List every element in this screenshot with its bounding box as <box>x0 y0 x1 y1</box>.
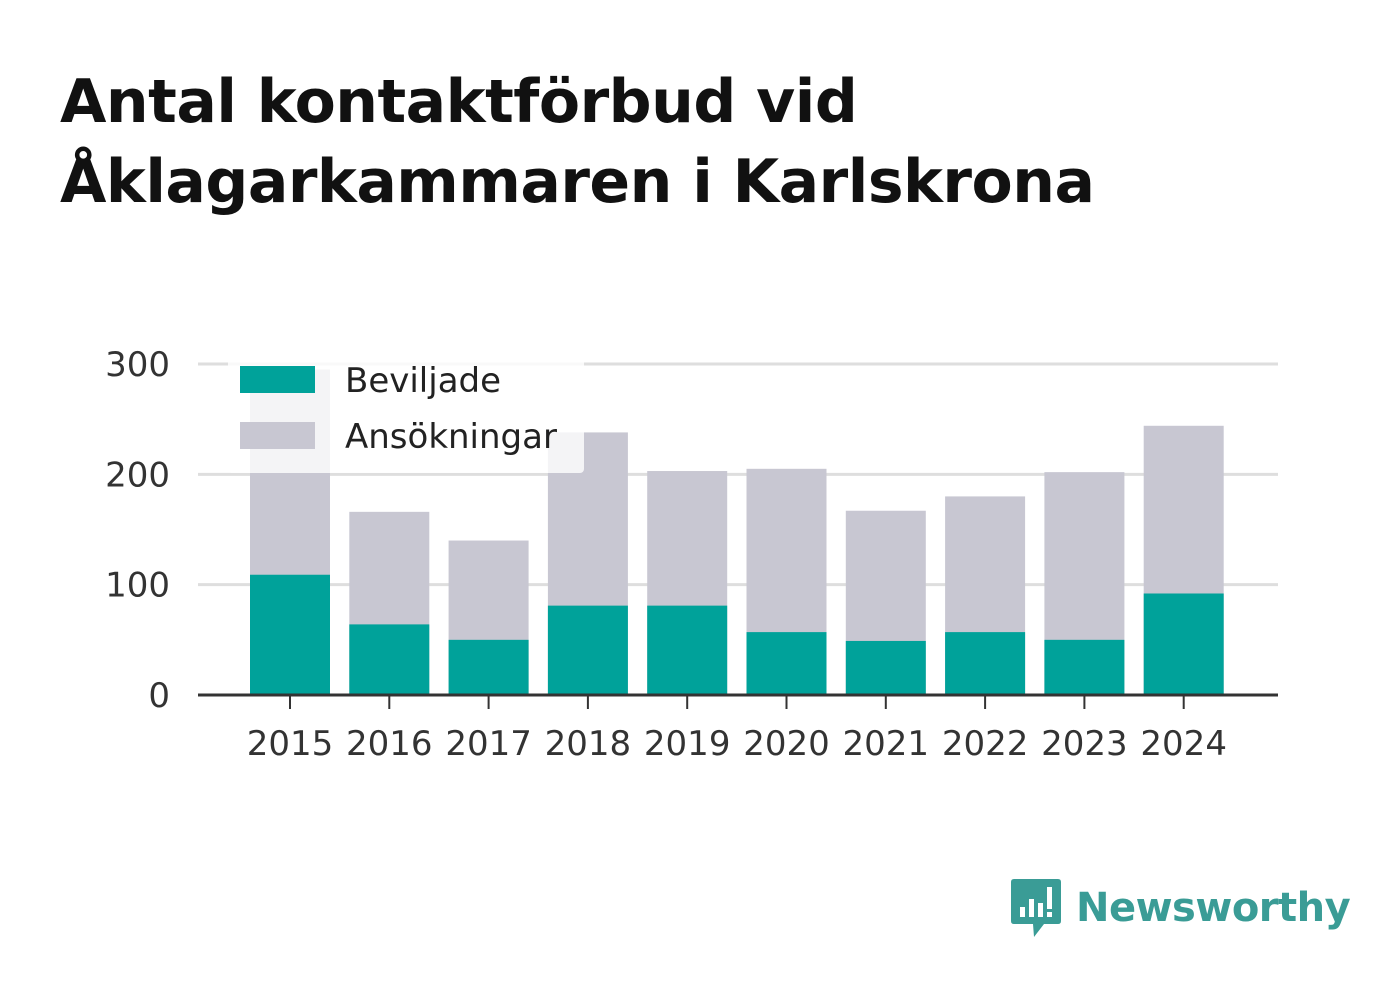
x-tick-label: 2018 <box>545 724 632 764</box>
legend-label-beviljade: Beviljade <box>345 361 501 401</box>
bar-beviljade-2019 <box>647 605 728 695</box>
y-tick-label: 200 <box>105 455 170 495</box>
brand-name: Newsworthy <box>1076 885 1351 931</box>
x-tick-label: 2020 <box>743 724 830 764</box>
legend-box <box>228 353 584 473</box>
x-tick-label: 2021 <box>843 724 930 764</box>
x-tick-label: 2019 <box>644 724 731 764</box>
bar-beviljade-2021 <box>845 640 926 695</box>
x-tick-label: 2024 <box>1140 724 1227 764</box>
bar-beviljade-2022 <box>945 632 1026 695</box>
bar-beviljade-2015 <box>250 574 330 695</box>
legend-swatch-ansökningar <box>240 422 315 449</box>
bar-beviljade-2024 <box>1143 593 1224 695</box>
legend-swatch-beviljade <box>240 366 315 393</box>
newsworthy-logo-icon <box>1011 879 1061 937</box>
bar-beviljade-2023 <box>1044 639 1125 695</box>
x-tick-label: 2022 <box>942 724 1029 764</box>
y-tick-label: 0 <box>148 676 170 716</box>
legend-label-ansökningar: Ansökningar <box>345 417 557 457</box>
axes: 0 100 200 300 2015 2016 2017 2018 2019 2020 2021 20… <box>105 345 1278 764</box>
chart-title: Antal kontaktförbud vid Åklagarkammaren … <box>60 62 1260 222</box>
bar-beviljade-2018 <box>547 605 628 695</box>
bar-beviljade-2016 <box>349 624 430 695</box>
legend: Beviljade Ansökningar <box>228 353 584 473</box>
x-tick-label: 2015 <box>247 724 334 764</box>
x-tick-label: 2016 <box>346 724 433 764</box>
x-tick-label: 2023 <box>1041 724 1128 764</box>
chart-title-line-1: Antal kontaktförbud vid <box>60 67 858 137</box>
y-tick-label: 300 <box>105 345 170 385</box>
chart-title-line-2: Åklagarkammaren i Karlskrona <box>60 147 1095 217</box>
y-tick-label: 100 <box>105 566 170 606</box>
bar-beviljade-2020 <box>746 632 827 695</box>
bar-beviljade-2017 <box>448 639 529 695</box>
x-tick-label: 2017 <box>445 724 532 764</box>
brand-logo: Newsworthy <box>1010 876 1351 940</box>
